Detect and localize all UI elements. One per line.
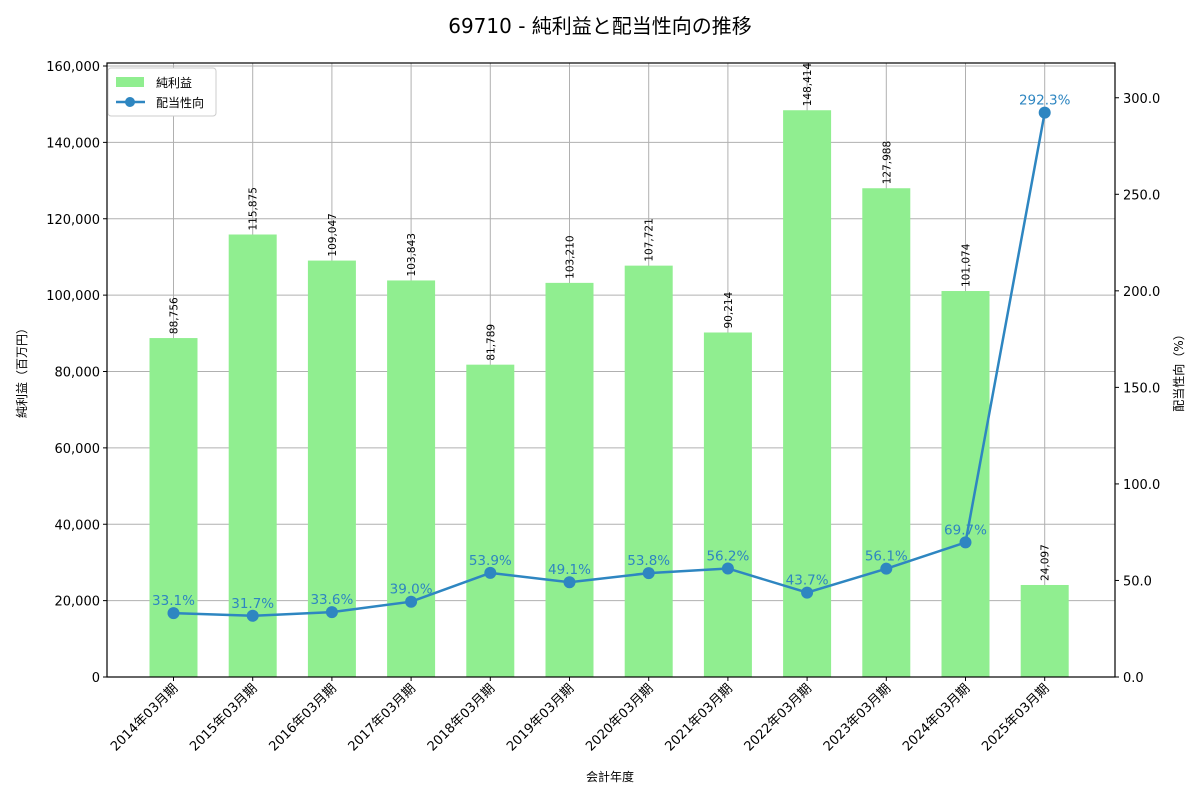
y-tick-label-right: 200.0 (1123, 285, 1160, 300)
x-tick-label: 2016年03月期 (266, 681, 339, 754)
ratio-line: 33.1% 31.7% 33.6% 39.0% 53.9% 49.1% 53.8% 56.2%… (152, 93, 1071, 622)
ratio-polyline (173, 112, 1046, 618)
ratio-marker (563, 576, 576, 589)
ratio-value-label: 69.7% (944, 522, 987, 538)
bars (149, 110, 1069, 678)
bar-value-label: 107,721 (644, 218, 656, 261)
ratio-marker (246, 609, 259, 622)
bar (228, 234, 277, 677)
x-tick-label: 2018年03月期 (425, 681, 498, 754)
legend-bar-swatch (116, 77, 144, 87)
bar (783, 110, 832, 678)
bar-value-label: 103,210 (565, 235, 577, 278)
bar-value-label: 115,875 (248, 187, 260, 230)
ratio-value-label: 49.1% (548, 562, 591, 578)
y-tick-label-left: 160,000 (46, 60, 100, 75)
legend-label-payout-ratio: 配当性向 (156, 95, 204, 110)
bar-value-label: 148,414 (802, 63, 814, 107)
ratio-value-label: 33.1% (152, 593, 195, 609)
bar-value-label: 127,988 (881, 141, 893, 184)
ratio-value-label: 33.6% (310, 592, 353, 608)
x-tick-label: 2021年03月期 (662, 681, 735, 754)
y-axis-right-label: 配当性向（%） (1171, 328, 1186, 411)
ratio-marker (880, 562, 893, 575)
ratio-marker (167, 607, 180, 620)
ratio-value-label: 292.3% (1019, 93, 1071, 109)
ratio-value-label: 39.0% (390, 582, 433, 598)
ratio-value-label: 53.8% (627, 553, 670, 569)
bar (862, 188, 911, 677)
bar (941, 291, 990, 677)
bar-value-label: 81,789 (485, 324, 497, 361)
ratio-marker (484, 566, 497, 579)
bar (624, 265, 673, 677)
ratio-marker (642, 567, 655, 580)
plot-frame (106, 62, 1116, 678)
axes: 0 20,000 40,000 60,000 80,000 100,000 120,000 1… (46, 60, 1160, 755)
ratio-value-label: 31.7% (231, 596, 274, 612)
x-tick-label: 2015年03月期 (187, 681, 260, 754)
ratio-marker (405, 595, 418, 608)
bar-labels: 88,756 115,875 109,047 103,843 81,789 103,210… (169, 63, 1052, 581)
y-tick-label-right: 50.0 (1123, 574, 1152, 589)
y-tick-label-right: 250.0 (1123, 188, 1160, 203)
y-tick-label-right: 0.0 (1123, 671, 1144, 686)
ratio-value-label: 43.7% (786, 573, 829, 589)
ratio-marker (721, 562, 734, 575)
bar (545, 282, 594, 677)
y-tick-label-left: 0 (92, 671, 100, 686)
x-axis-label: 会計年度 (586, 769, 634, 784)
x-tick-label: 2020年03月期 (583, 681, 656, 754)
ratio-value-label: 53.9% (469, 553, 512, 569)
bar (149, 338, 198, 677)
bar (1020, 584, 1069, 677)
y-tick-label-left: 120,000 (46, 213, 100, 228)
ratio-marker (959, 536, 972, 549)
bar-value-label: 88,756 (169, 297, 181, 334)
y-tick-label-left: 20,000 (55, 595, 101, 610)
ratio-marker (325, 606, 338, 619)
x-tick-label: 2023年03月期 (821, 681, 894, 754)
x-tick-label: 2014年03月期 (108, 681, 181, 754)
y-tick-label-right: 100.0 (1123, 478, 1160, 493)
bar-value-label: 24,097 (1040, 544, 1052, 581)
y-tick-label-right: 150.0 (1123, 381, 1160, 396)
legend: 純利益 配当性向 (107, 67, 217, 117)
x-tick-label: 2017年03月期 (346, 681, 419, 754)
x-tick-label: 2025年03月期 (979, 681, 1052, 754)
ratio-value-label: 56.2% (706, 548, 749, 564)
bar (703, 332, 752, 677)
bar (466, 364, 515, 677)
chart-title: 69710 - 純利益と配当性向の推移 (448, 14, 752, 38)
y-tick-label-left: 40,000 (55, 518, 101, 533)
ratio-value-label: 56.1% (865, 549, 908, 565)
x-tick-label: 2019年03月期 (504, 681, 577, 754)
y-tick-label-left: 100,000 (46, 289, 100, 304)
y-tick-label-left: 60,000 (55, 442, 101, 457)
bar-value-label: 109,047 (327, 213, 339, 256)
ratio-marker (1038, 106, 1051, 119)
legend-label-net-income: 純利益 (156, 76, 192, 90)
bar-value-label: 103,843 (406, 233, 418, 276)
bar-value-label: 101,074 (961, 243, 973, 287)
y-tick-label-right: 300.0 (1123, 92, 1160, 107)
y-tick-label-left: 80,000 (55, 366, 101, 381)
bar (387, 280, 436, 677)
y-tick-label-left: 140,000 (46, 136, 100, 151)
x-tick-label: 2022年03月期 (742, 681, 815, 754)
ratio-marker (801, 586, 814, 599)
x-tick-label: 2024年03月期 (900, 681, 973, 754)
y-axis-left-label: 純利益（百万円） (15, 322, 29, 418)
legend-marker-icon (125, 97, 135, 107)
bar-value-label: 90,214 (723, 291, 735, 328)
